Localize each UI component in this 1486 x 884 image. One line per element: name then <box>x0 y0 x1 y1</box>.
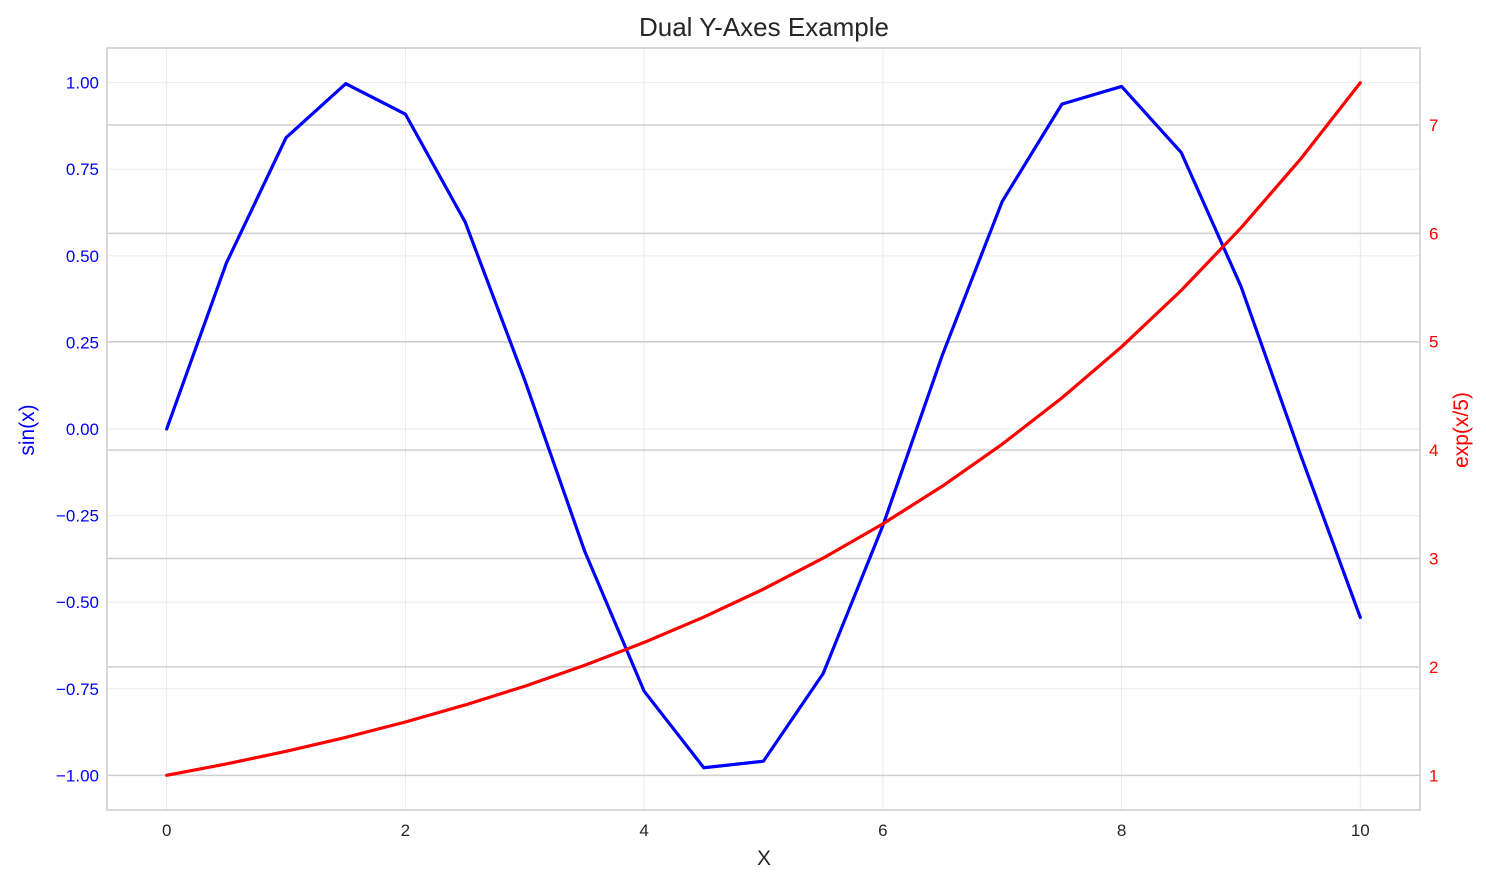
left-y-tick-label: −0.75 <box>56 680 99 699</box>
left-y-tick-label: 0.50 <box>66 247 99 266</box>
left-y-tick-label: −1.00 <box>56 766 99 785</box>
right-y-axis-label: exp(x/5) <box>1450 392 1473 468</box>
exp-series-line <box>165 81 1362 777</box>
right-y-gridlines <box>107 124 1420 777</box>
left-y-tick-labels: 1.00 0.75 0.50 0.25 0.00 −0.25 −0.50 −0.75 −1.00 <box>56 74 99 786</box>
x-tick-label: 4 <box>639 821 648 840</box>
left-y-tick-label: 0.00 <box>66 420 99 439</box>
left-y-tick-label: −0.50 <box>56 593 99 612</box>
right-y-tick-label: 4 <box>1429 441 1438 460</box>
series-lines <box>165 81 1362 777</box>
right-y-tick-labels: 1 2 3 4 5 6 7 <box>1429 116 1438 785</box>
left-y-tick-label: −0.25 <box>56 507 99 526</box>
sin-series-line <box>165 82 1362 770</box>
left-y-tick-label: 0.75 <box>66 160 99 179</box>
right-y-tick-label: 1 <box>1429 766 1438 785</box>
x-tick-label: 8 <box>1117 821 1126 840</box>
x-tick-label: 0 <box>162 821 171 840</box>
x-tick-label: 2 <box>401 821 410 840</box>
right-y-tick-label: 7 <box>1429 116 1438 135</box>
right-y-tick-label: 2 <box>1429 658 1438 677</box>
left-y-axis-label: sin(x) <box>16 404 39 455</box>
right-y-tick-label: 6 <box>1429 224 1438 243</box>
x-tick-label: 10 <box>1351 821 1370 840</box>
plot-frame <box>106 47 1421 811</box>
x-axis-label: X <box>757 847 771 870</box>
left-y-tick-label: 1.00 <box>66 74 99 93</box>
x-tick-labels: 0 2 4 6 8 10 <box>162 821 1370 840</box>
x-tick-label: 6 <box>878 821 887 840</box>
right-y-tick-label: 5 <box>1429 333 1438 352</box>
chart-title: Dual Y-Axes Example <box>639 12 889 42</box>
left-y-tick-label: 0.25 <box>66 333 99 352</box>
right-y-tick-label: 3 <box>1429 550 1438 569</box>
